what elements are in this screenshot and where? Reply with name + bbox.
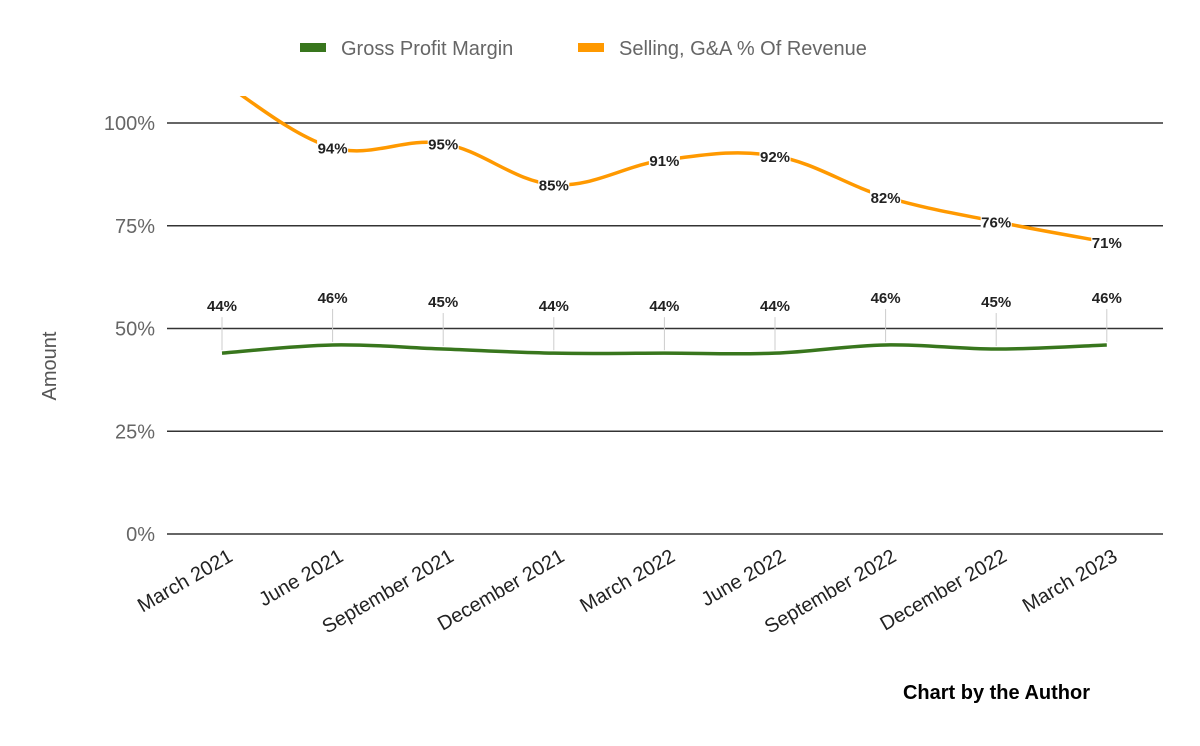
data-label: 46% [318,290,348,307]
series-line [221,343,1107,356]
y-tick-label: 50% [115,319,155,341]
legend-swatch [300,43,326,52]
y-axis-ticks: 0% 25% 50% 75% 100% [104,113,155,546]
data-label: 46% [871,290,901,307]
data-label: 76% [981,215,1011,232]
legend-label: Gross Profit Margin [341,38,513,60]
gridlines [167,122,1163,535]
x-tick-label: June 2021 [255,545,347,611]
data-label: 92% [760,149,790,166]
data-label: 85% [539,178,569,195]
y-tick-label: 0% [126,524,155,546]
x-tick-label: June 2022 [698,545,790,611]
data-label: 94% [318,141,348,158]
chart-annotation: Chart by the Author [903,682,1090,704]
data-label: 46% [1092,290,1122,307]
data-label-bg [1091,232,1123,253]
data-label: 71% [1092,235,1122,252]
data-label-bg [759,145,791,166]
data-label: 45% [428,294,458,311]
data-labels: 44% 46% 45% 44% 44% 44% 46% 45% 46% 94% 95% 85% 91% 9… [207,133,1123,351]
legend: Gross Profit Margin Selling, G&A % Of Rev… [300,38,867,60]
data-label: 91% [649,153,679,170]
data-label: 44% [760,298,790,315]
x-tick-label: March 2022 [576,545,678,617]
data-label-bg [538,174,570,195]
y-tick-label: 100% [104,113,155,135]
data-label: 95% [428,137,458,154]
legend-label: Selling, G&A % Of Revenue [619,38,867,60]
legend-swatch [578,43,604,52]
y-axis-label: Amount [39,331,61,400]
y-tick-label: 75% [115,216,155,238]
data-label-bg [427,133,459,154]
data-label: 44% [207,298,237,315]
data-label-bg [980,211,1012,232]
data-label: 44% [649,298,679,315]
data-label-bg [870,186,902,207]
data-label-bg [317,137,349,158]
x-tick-label: March 2023 [1019,545,1121,617]
y-tick-label: 25% [115,421,155,443]
data-label-bg [648,149,680,170]
data-label: 44% [539,298,569,315]
data-label: 45% [981,294,1011,311]
data-label: 82% [871,190,901,207]
x-tick-label: March 2021 [134,545,236,617]
